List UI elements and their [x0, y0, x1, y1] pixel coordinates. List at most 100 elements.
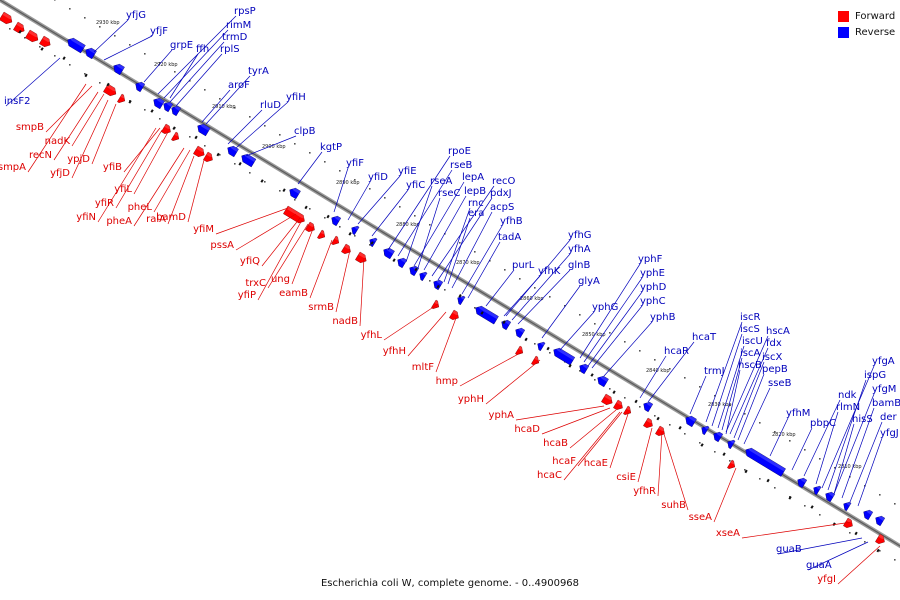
reverse-gene-label[interactable]: era — [468, 208, 484, 219]
forward-gene-label[interactable]: hcaF — [552, 456, 576, 467]
reverse-gene-arrow[interactable] — [195, 122, 211, 137]
reverse-gene-label[interactable]: der — [880, 412, 898, 423]
forward-gene-label[interactable]: yfiN — [76, 212, 96, 223]
forward-gene-arrow[interactable] — [431, 299, 441, 311]
reverse-gene-arrow[interactable] — [225, 144, 239, 158]
reverse-gene-arrow[interactable] — [577, 362, 590, 375]
forward-gene-label[interactable]: ung — [271, 274, 290, 285]
forward-gene-label[interactable]: recN — [29, 150, 52, 161]
forward-gene-arrow[interactable] — [317, 229, 327, 241]
reverse-gene-label[interactable]: sseB — [768, 378, 792, 389]
forward-gene-arrow[interactable] — [25, 29, 40, 44]
reverse-gene-arrow[interactable] — [535, 340, 546, 352]
reverse-gene-arrow[interactable] — [65, 36, 86, 54]
reverse-gene-label[interactable]: yphE — [640, 268, 665, 279]
reverse-gene-label[interactable]: recO — [492, 176, 516, 187]
reverse-gene-label[interactable]: acpS — [490, 202, 514, 213]
reverse-gene-arrow[interactable] — [349, 224, 360, 236]
forward-gene-arrow[interactable] — [331, 235, 341, 247]
reverse-gene-label[interactable]: pbpC — [810, 418, 836, 429]
reverse-gene-label[interactable]: yfhK — [538, 266, 561, 277]
reverse-gene-label[interactable]: ndk — [838, 390, 857, 401]
reverse-gene-arrow[interactable] — [711, 430, 724, 443]
reverse-gene-arrow[interactable] — [551, 346, 576, 366]
reverse-gene-label[interactable]: rpoE — [448, 146, 471, 157]
forward-gene-label[interactable]: trxC — [245, 278, 266, 289]
reverse-gene-label[interactable]: rluD — [260, 100, 281, 111]
forward-gene-label[interactable]: yfiB — [103, 162, 122, 173]
forward-gene-label[interactable]: xseA — [716, 528, 740, 539]
forward-gene-label[interactable]: csiE — [616, 472, 636, 483]
reverse-gene-label[interactable]: rnc — [468, 198, 484, 209]
reverse-gene-arrow[interactable] — [725, 438, 736, 450]
forward-gene-label[interactable]: hcaB — [543, 438, 568, 449]
reverse-gene-label[interactable]: yfhM — [786, 408, 810, 419]
reverse-gene-arrow[interactable] — [861, 508, 874, 521]
reverse-gene-label[interactable]: rseA — [430, 176, 452, 187]
forward-gene-arrow[interactable] — [601, 393, 614, 407]
forward-gene-label[interactable]: bamD — [156, 212, 186, 223]
forward-gene-label[interactable]: pssA — [210, 240, 234, 251]
reverse-gene-label[interactable]: yphC — [640, 296, 666, 307]
reverse-gene-label[interactable]: rseB — [450, 160, 472, 171]
forward-gene-arrow[interactable] — [13, 21, 26, 35]
reverse-gene-label[interactable]: tyrA — [248, 66, 269, 77]
reverse-gene-label[interactable]: yfjF — [150, 26, 168, 37]
forward-gene-label[interactable]: pheL — [128, 202, 153, 213]
reverse-gene-label[interactable]: yphG — [592, 302, 618, 313]
forward-gene-label[interactable]: ypjD — [67, 154, 90, 165]
reverse-gene-label[interactable]: ffh — [196, 44, 209, 55]
reverse-gene-label[interactable]: trmD — [222, 32, 248, 43]
reverse-gene-label[interactable]: tadA — [498, 232, 521, 243]
reverse-gene-arrow[interactable] — [133, 80, 146, 93]
reverse-gene-label[interactable]: clpB — [294, 126, 316, 137]
reverse-gene-label[interactable]: hcaT — [692, 332, 717, 343]
reverse-gene-label[interactable]: rimM — [226, 20, 251, 31]
forward-gene-label[interactable]: nadB — [332, 316, 358, 327]
forward-gene-arrow[interactable] — [643, 417, 655, 430]
reverse-gene-arrow[interactable] — [169, 104, 182, 117]
reverse-gene-label[interactable]: pepB — [762, 364, 788, 375]
reverse-gene-label[interactable]: aroF — [228, 80, 250, 91]
reverse-gene-arrow[interactable] — [161, 100, 174, 113]
reverse-gene-arrow[interactable] — [499, 318, 512, 331]
reverse-gene-arrow[interactable] — [873, 514, 886, 527]
forward-gene-label[interactable]: smpA — [0, 162, 26, 173]
forward-gene-label[interactable]: eamB — [279, 288, 308, 299]
forward-gene-arrow[interactable] — [355, 251, 368, 265]
reverse-gene-arrow[interactable] — [111, 62, 125, 76]
reverse-gene-label[interactable]: yfiH — [286, 92, 306, 103]
reverse-gene-label[interactable]: purL — [512, 260, 535, 271]
reverse-gene-label[interactable]: yfiD — [368, 172, 388, 183]
reverse-gene-label[interactable]: lepB — [464, 186, 486, 197]
forward-gene-label[interactable]: mltF — [412, 362, 434, 373]
reverse-gene-arrow[interactable] — [743, 446, 786, 477]
forward-gene-label[interactable]: suhB — [661, 500, 686, 511]
reverse-gene-label[interactable]: iscS — [740, 324, 760, 335]
reverse-gene-label[interactable]: insF2 — [4, 96, 30, 107]
forward-gene-arrow[interactable] — [0, 11, 14, 26]
reverse-gene-arrow[interactable] — [151, 96, 165, 110]
forward-gene-label[interactable]: hcaE — [584, 458, 608, 469]
forward-gene-label[interactable]: hcaD — [514, 424, 540, 435]
reverse-gene-label[interactable]: yfiF — [346, 158, 364, 169]
reverse-gene-label[interactable]: yfgM — [872, 384, 896, 395]
forward-gene-label[interactable]: yphA — [489, 410, 515, 421]
forward-gene-label[interactable]: yfiR — [95, 198, 114, 209]
forward-gene-label[interactable]: nadK — [45, 136, 71, 147]
reverse-gene-arrow[interactable] — [329, 214, 342, 227]
reverse-gene-label[interactable]: ispG — [864, 370, 886, 381]
reverse-gene-label[interactable]: hisS — [852, 414, 873, 425]
reverse-gene-arrow[interactable] — [811, 484, 822, 496]
reverse-gene-label[interactable]: yphD — [640, 282, 667, 293]
reverse-gene-arrow[interactable] — [595, 374, 609, 388]
reverse-gene-label[interactable]: rplS — [220, 44, 240, 55]
forward-gene-arrow[interactable] — [449, 309, 461, 322]
forward-gene-label[interactable]: smpB — [16, 122, 44, 133]
reverse-gene-label[interactable]: yphF — [638, 254, 663, 265]
forward-gene-label[interactable]: hmp — [436, 376, 458, 387]
forward-gene-label[interactable]: hcaC — [537, 470, 562, 481]
forward-gene-arrow[interactable] — [103, 83, 118, 98]
reverse-gene-arrow[interactable] — [641, 400, 654, 413]
reverse-gene-label[interactable]: rseC — [438, 188, 460, 199]
